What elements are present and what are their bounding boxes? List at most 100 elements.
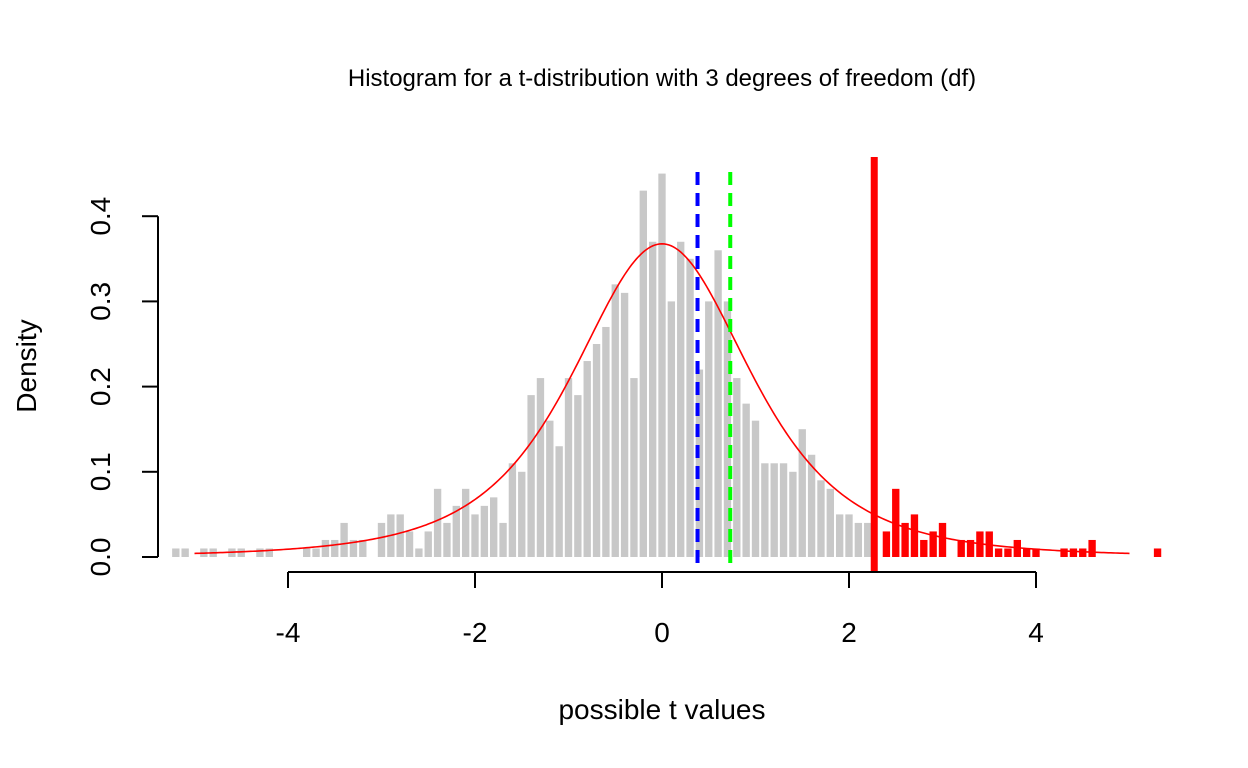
- histogram-bar: [751, 420, 760, 557]
- histogram-bar: [359, 539, 367, 557]
- histogram-bar: [695, 369, 704, 557]
- density-curve-layer: [194, 243, 1130, 555]
- tail-bar: [1153, 548, 1162, 557]
- histogram-bar: [396, 514, 404, 557]
- tail-bar: [920, 539, 928, 557]
- histogram-bar: [480, 505, 489, 557]
- histogram-bar: [817, 480, 825, 557]
- histogram-bar: [658, 173, 666, 557]
- tail-bar: [892, 488, 900, 557]
- histogram-bar: [733, 378, 741, 557]
- reference-lines: [695, 157, 878, 572]
- histogram-bar: [546, 420, 554, 557]
- histogram-bar: [714, 250, 722, 557]
- histogram-bar: [639, 190, 647, 557]
- chart-title: Histogram for a t-distribution with 3 de…: [348, 65, 976, 92]
- histogram-bar: [686, 258, 694, 557]
- tail-bar: [1032, 548, 1040, 557]
- tail-bar: [1079, 548, 1087, 557]
- tail-bar: [1060, 548, 1068, 557]
- histogram-bar: [312, 548, 320, 557]
- x-tick-label: 2: [841, 617, 857, 648]
- histogram-bar: [667, 301, 676, 557]
- histogram-bar: [490, 497, 498, 557]
- histogram-bar: [826, 488, 834, 557]
- histogram-bar: [574, 395, 582, 557]
- histogram-bar: [648, 241, 657, 557]
- histogram-bar: [723, 301, 732, 557]
- density-curve: [194, 243, 1130, 555]
- histogram-bar: [377, 522, 386, 557]
- histogram-bar: [256, 548, 264, 557]
- histogram-bar: [555, 446, 563, 557]
- histogram-bar: [172, 548, 180, 557]
- tail-bar: [938, 522, 947, 557]
- histogram-bar: [779, 463, 788, 557]
- histogram-bar: [536, 378, 545, 557]
- histogram-bar: [237, 548, 245, 557]
- histogram-bar: [705, 301, 713, 557]
- histogram-bar: [798, 429, 806, 557]
- tail-bar: [910, 514, 919, 557]
- histogram-bar: [620, 292, 629, 557]
- y-tick-label: 0.0: [85, 538, 116, 577]
- histogram-bar: [770, 463, 778, 557]
- histogram-bar: [340, 522, 348, 557]
- histogram-bars: [172, 173, 1162, 557]
- histogram-bar: [789, 471, 797, 557]
- histogram-bar: [630, 378, 638, 557]
- y-tick-label: 0.4: [85, 197, 116, 236]
- histogram-bar: [415, 548, 423, 557]
- tail-bar: [929, 531, 937, 557]
- y-axis-label: Density: [11, 319, 42, 412]
- y-tick-label: 0.1: [85, 452, 116, 491]
- histogram-bar: [611, 284, 619, 557]
- tail-bar: [1088, 539, 1096, 557]
- x-tick-label: 4: [1028, 617, 1044, 648]
- histogram-bar: [835, 514, 844, 557]
- histogram-bar: [443, 522, 451, 557]
- y-axis: 0.0 0.1 0.2 0.3 0.4: [85, 197, 159, 577]
- tail-bar: [994, 548, 1003, 557]
- histogram-bar: [349, 539, 358, 557]
- histogram-bar: [592, 344, 601, 557]
- histogram-bar: [602, 326, 610, 557]
- x-tick-label: -2: [463, 617, 488, 648]
- histogram-bar: [518, 471, 526, 557]
- histogram-bar: [499, 522, 507, 557]
- x-axis: -4 -2 0 2 4: [276, 571, 1044, 648]
- histogram-bar: [854, 522, 863, 557]
- histogram-bar: [405, 531, 414, 557]
- histogram-bar: [303, 548, 311, 557]
- y-tick-label: 0.3: [85, 282, 116, 321]
- tail-bar: [1004, 548, 1012, 557]
- histogram-bar: [461, 488, 470, 557]
- histogram-bar: [845, 514, 853, 557]
- histogram-bar: [471, 514, 479, 557]
- histogram-bar: [527, 395, 535, 557]
- histogram-bar: [321, 539, 330, 557]
- tail-bar: [901, 522, 909, 557]
- tail-bar: [882, 531, 891, 557]
- x-tick-label: -4: [276, 617, 301, 648]
- histogram-bar: [807, 454, 816, 557]
- tail-bar: [957, 539, 965, 557]
- y-tick-label: 0.2: [85, 367, 116, 406]
- histogram-bar: [564, 378, 573, 557]
- x-tick-label: 0: [654, 617, 670, 648]
- tail-bar: [966, 539, 975, 557]
- histogram-bar: [265, 548, 273, 557]
- histogram-bar: [761, 463, 769, 557]
- histogram-bar: [742, 403, 750, 557]
- histogram-bar: [181, 548, 189, 557]
- histogram-bar: [433, 488, 442, 557]
- histogram-bar: [452, 505, 460, 557]
- histogram-bar: [508, 463, 517, 557]
- histogram-bar: [677, 241, 685, 557]
- histogram-bar: [331, 539, 339, 557]
- tail-bar: [1069, 548, 1078, 557]
- histogram-bar: [583, 361, 591, 557]
- x-axis-label: possible t values: [558, 694, 765, 725]
- histogram-bar: [424, 531, 432, 557]
